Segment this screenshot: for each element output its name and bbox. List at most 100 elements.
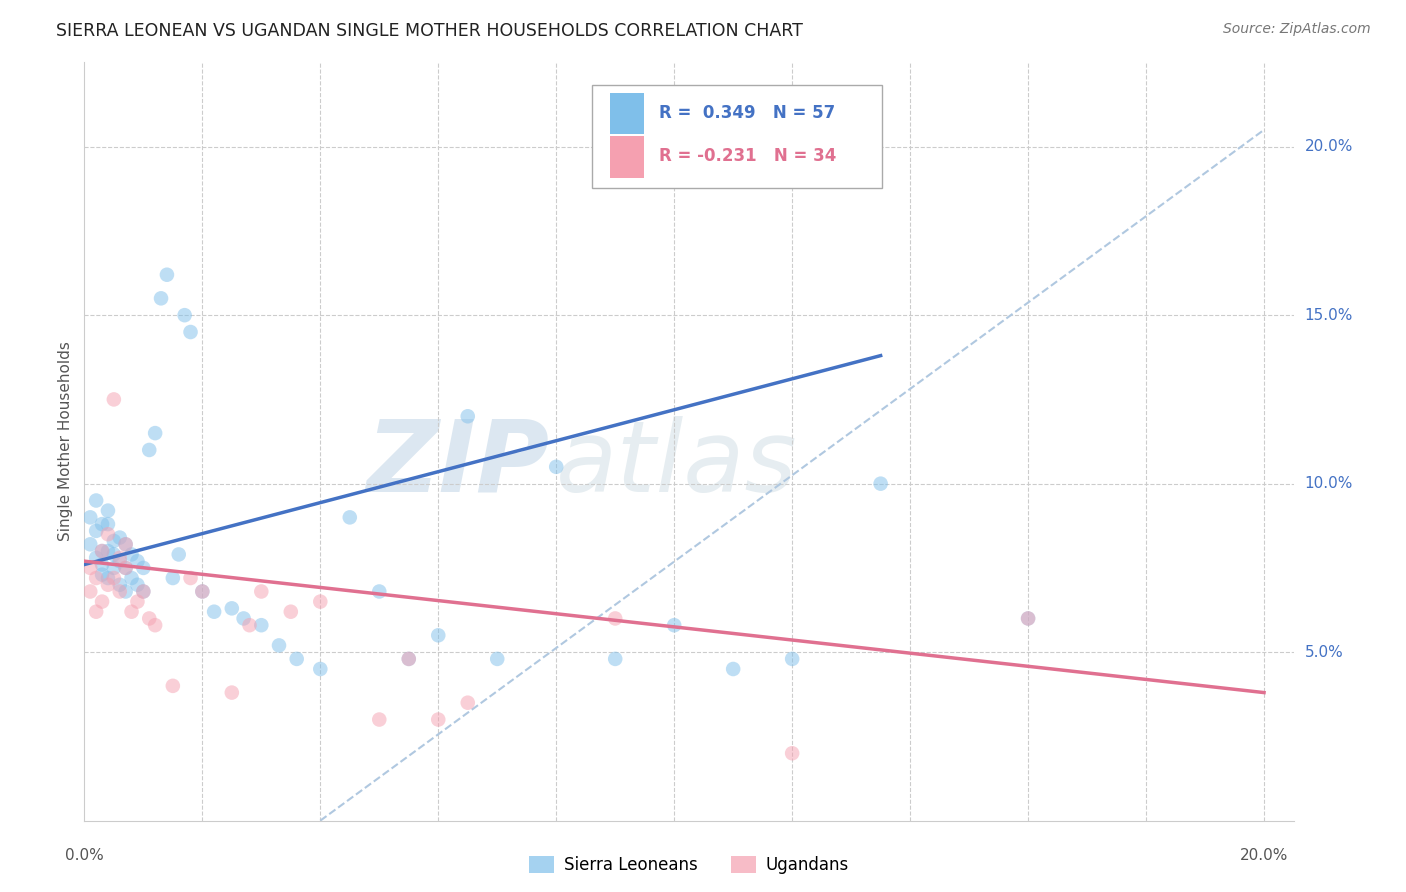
Point [202,605,225,619]
Point [103,571,125,585]
Point [457,409,479,424]
Point [84,524,107,538]
Point [162,679,184,693]
Point [84,493,107,508]
Point [309,594,332,608]
Point [79,537,101,551]
Point [368,584,391,599]
Text: Source: ZipAtlas.com: Source: ZipAtlas.com [1223,22,1371,37]
Point [398,652,420,666]
Point [103,548,125,562]
Text: 10.0%: 10.0% [1305,476,1353,491]
Point [162,571,184,585]
Point [132,584,155,599]
Point [143,618,166,632]
Point [780,746,803,760]
Point [108,554,131,568]
Point [103,533,125,548]
Point [127,554,149,568]
Point [108,584,131,599]
Point [138,611,160,625]
Point [368,713,391,727]
Point [103,561,125,575]
Text: atlas: atlas [555,416,797,513]
Text: R = -0.231   N = 34: R = -0.231 N = 34 [659,147,837,165]
Point [91,567,114,582]
Point [780,652,803,666]
Point [91,594,114,608]
FancyBboxPatch shape [610,93,644,135]
Point [91,544,114,558]
Point [84,605,107,619]
Point [427,628,450,642]
Point [84,550,107,565]
Text: SIERRA LEONEAN VS UGANDAN SINGLE MOTHER HOUSEHOLDS CORRELATION CHART: SIERRA LEONEAN VS UGANDAN SINGLE MOTHER … [56,22,803,40]
Point [121,605,143,619]
Text: 5.0%: 5.0% [1305,645,1343,660]
Point [91,544,114,558]
Point [156,268,179,282]
Point [1017,611,1039,625]
Point [79,584,101,599]
Point [132,584,155,599]
Point [84,571,107,585]
Text: 0.0%: 0.0% [65,848,104,863]
Point [180,325,202,339]
Point [309,662,332,676]
Point [457,696,479,710]
Point [427,713,450,727]
Point [605,652,627,666]
Point [127,578,149,592]
Point [121,548,143,562]
Point [280,605,302,619]
Point [114,584,136,599]
Point [79,561,101,575]
Point [97,503,120,517]
Text: 15.0%: 15.0% [1305,308,1353,323]
Point [150,291,173,305]
Point [221,685,243,699]
Point [143,426,166,441]
Point [79,510,101,524]
Point [121,571,143,585]
Point [267,639,290,653]
Point [127,594,149,608]
Point [114,561,136,575]
Point [103,392,125,407]
Text: 20.0%: 20.0% [1240,848,1288,863]
Point [97,527,120,541]
Point [605,611,627,625]
Point [173,308,195,322]
Point [250,618,273,632]
Point [869,476,891,491]
Point [91,517,114,532]
Point [1017,611,1039,625]
Point [232,611,254,625]
Point [238,618,260,632]
Point [250,584,273,599]
Point [486,652,509,666]
Point [114,561,136,575]
Point [97,544,120,558]
Point [132,561,155,575]
Point [221,601,243,615]
FancyBboxPatch shape [592,85,883,187]
Point [91,558,114,572]
Point [191,584,214,599]
Point [546,459,568,474]
Point [191,584,214,599]
Text: ZIP: ZIP [367,416,550,513]
Point [97,517,120,532]
Point [180,571,202,585]
Point [114,537,136,551]
Point [167,548,190,562]
Point [339,510,361,524]
Text: 20.0%: 20.0% [1305,139,1353,154]
Point [664,618,686,632]
Point [97,578,120,592]
Point [108,531,131,545]
Point [114,537,136,551]
FancyBboxPatch shape [610,136,644,178]
Point [721,662,744,676]
Point [285,652,308,666]
